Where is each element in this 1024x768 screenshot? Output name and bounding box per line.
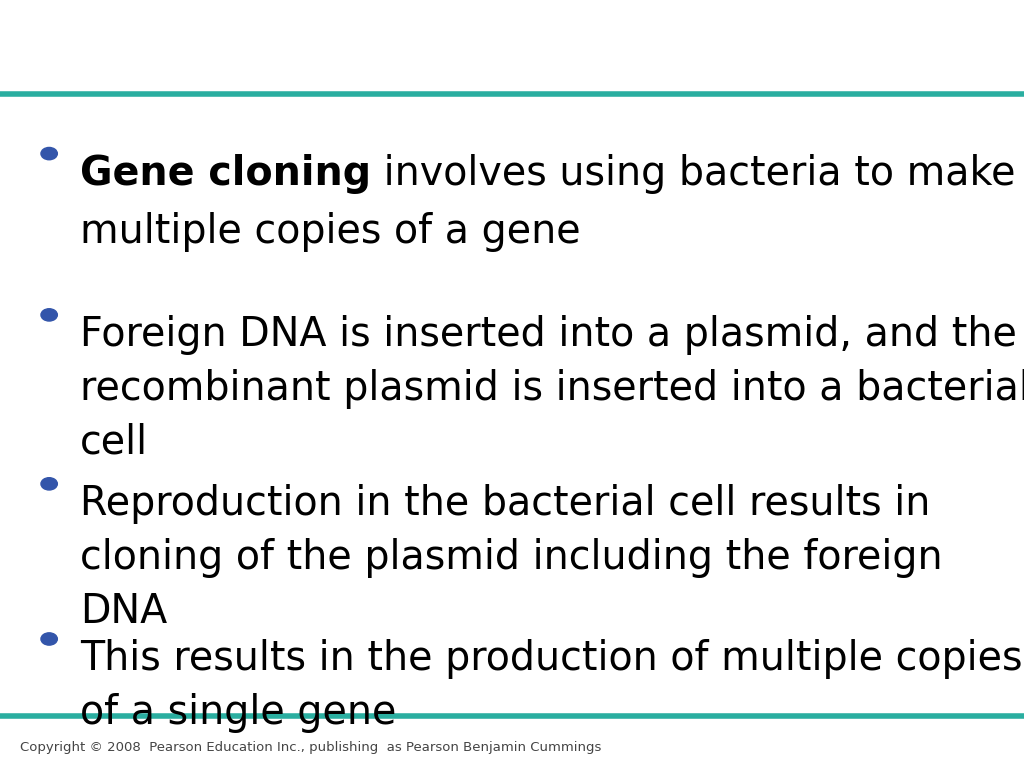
Text: Copyright © 2008  Pearson Education Inc., publishing  as Pearson Benjamin Cummin: Copyright © 2008 Pearson Education Inc.,… — [20, 741, 602, 754]
Text: This results in the production of multiple copies
of a single gene: This results in the production of multip… — [80, 639, 1022, 733]
Text: Gene cloning: Gene cloning — [80, 154, 371, 194]
Text: Reproduction in the bacterial cell results in
cloning of the plasmid including t: Reproduction in the bacterial cell resul… — [80, 484, 942, 632]
Text: involves using bacteria to make: involves using bacteria to make — [371, 154, 1016, 194]
Circle shape — [41, 633, 57, 645]
Text: Foreign DNA is inserted into a plasmid, and the
recombinant plasmid is inserted : Foreign DNA is inserted into a plasmid, … — [80, 315, 1024, 463]
Circle shape — [41, 147, 57, 160]
Text: multiple copies of a gene: multiple copies of a gene — [80, 212, 581, 252]
Circle shape — [41, 309, 57, 321]
Circle shape — [41, 478, 57, 490]
